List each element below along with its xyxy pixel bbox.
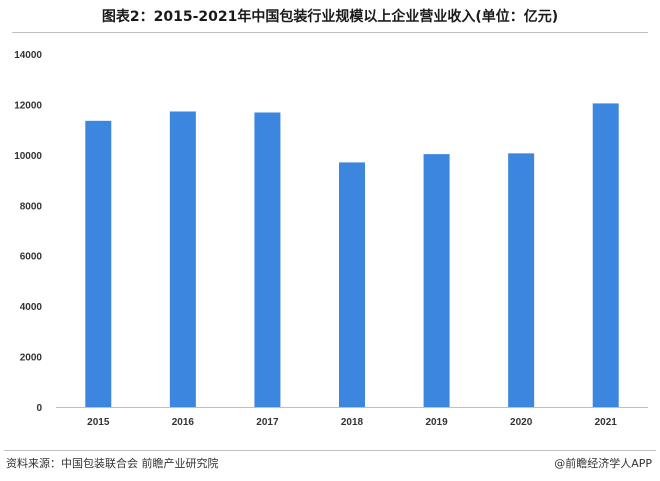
- source-divider: [4, 450, 656, 451]
- y-tick-label: 2000: [20, 353, 43, 364]
- bar-2015: [85, 120, 112, 407]
- title-divider: [12, 32, 648, 33]
- bar-2016: [169, 111, 196, 407]
- y-tick-label: 12000: [14, 100, 42, 111]
- y-tick-label: 0: [36, 403, 42, 414]
- x-tick-label: 2015: [87, 417, 110, 428]
- x-tick-label: 2016: [172, 417, 195, 428]
- x-tick-label: 2021: [595, 417, 618, 428]
- y-tick-label: 10000: [14, 151, 42, 162]
- x-tick-label: 2020: [510, 417, 533, 428]
- bar-2020: [508, 153, 535, 407]
- bar-2021: [592, 103, 619, 408]
- x-tick-label: 2017: [256, 417, 279, 428]
- x-tick-label: 2019: [425, 417, 448, 428]
- credit-note: @前瞻经济学人APP: [554, 457, 652, 470]
- chart-title: 图表2：2015-2021年中国包装行业规模以上企业营业收入(单位：亿元): [101, 9, 559, 25]
- source-note: 资料来源：中国包装联合会 前瞻产业研究院: [6, 457, 219, 470]
- x-tick-label: 2018: [341, 417, 364, 428]
- y-tick-label: 4000: [20, 302, 43, 313]
- y-tick-label: 14000: [14, 50, 42, 61]
- bar-2017: [254, 112, 281, 408]
- bar-2019: [423, 154, 450, 407]
- y-tick-label: 8000: [20, 201, 43, 212]
- y-tick-label: 6000: [20, 252, 43, 263]
- bar-chart: 0 2000 4000 6000 8000 10000 12000 14000 2015 2016…: [14, 50, 648, 428]
- bar-2018: [339, 162, 365, 407]
